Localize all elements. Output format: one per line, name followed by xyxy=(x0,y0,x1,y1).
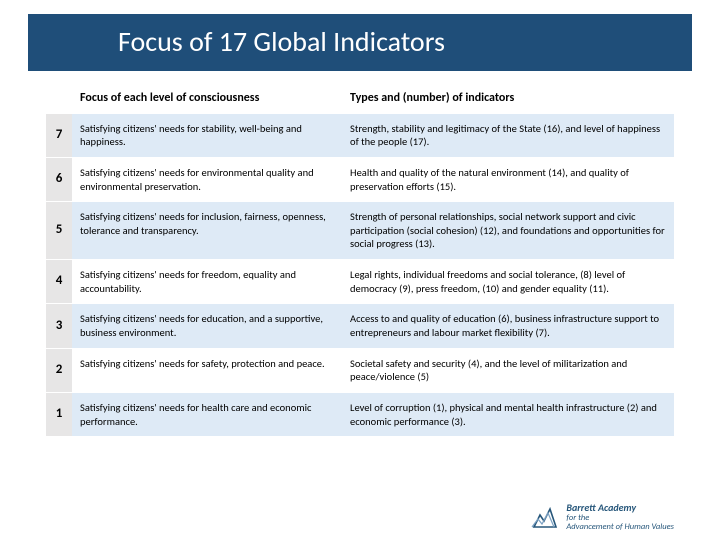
focus-cell: Satisfying citizens' needs for education… xyxy=(72,304,342,348)
table-row: 4 Satisfying citizens' needs for freedom… xyxy=(46,260,674,304)
footer-line2: Advancement of Human Values xyxy=(566,523,674,532)
page-title: Focus of 17 Global Indicators xyxy=(28,14,692,71)
table-row: 6 Satisfying citizens' needs for environ… xyxy=(46,157,674,201)
header-types: Types and (number) of indicators xyxy=(342,85,674,113)
table-container: Focus of each level of consciousness Typ… xyxy=(46,85,674,437)
focus-cell: Satisfying citizens' needs for environme… xyxy=(72,157,342,201)
table-row: 3 Satisfying citizens' needs for educati… xyxy=(46,304,674,348)
header-focus: Focus of each level of consciousness xyxy=(72,85,342,113)
types-cell: Access to and quality of education (6), … xyxy=(342,304,674,348)
level-number: 1 xyxy=(46,392,72,436)
focus-cell: Satisfying citizens' needs for freedom, … xyxy=(72,260,342,304)
types-cell: Legal rights, individual freedoms and so… xyxy=(342,260,674,304)
types-cell: Strength, stability and legitimacy of th… xyxy=(342,113,674,157)
focus-cell: Satisfying citizens' needs for inclusion… xyxy=(72,202,342,260)
types-cell: Level of corruption (1), physical and me… xyxy=(342,392,674,436)
header-blank xyxy=(46,85,72,113)
footer-text: Barrett Academy for the Advancement of H… xyxy=(566,503,674,532)
table-row: 5 Satisfying citizens' needs for inclusi… xyxy=(46,202,674,260)
focus-cell: Satisfying citizens' needs for stability… xyxy=(72,113,342,157)
level-number: 6 xyxy=(46,157,72,201)
footer-brand: Barrett Academy for the Advancement of H… xyxy=(530,503,674,532)
focus-cell: Satisfying citizens' needs for health ca… xyxy=(72,392,342,436)
table-row: 2 Satisfying citizens' needs for safety,… xyxy=(46,348,674,392)
focus-cell: Satisfying citizens' needs for safety, p… xyxy=(72,348,342,392)
level-number: 5 xyxy=(46,202,72,260)
logo-icon xyxy=(530,505,560,531)
types-cell: Societal safety and security (4), and th… xyxy=(342,348,674,392)
types-cell: Health and quality of the natural enviro… xyxy=(342,157,674,201)
level-number: 7 xyxy=(46,113,72,157)
table-row: 7 Satisfying citizens' needs for stabili… xyxy=(46,113,674,157)
level-number: 2 xyxy=(46,348,72,392)
table-row: 1 Satisfying citizens' needs for health … xyxy=(46,392,674,436)
types-cell: Strength of personal relationships, soci… xyxy=(342,202,674,260)
level-number: 3 xyxy=(46,304,72,348)
indicators-table: Focus of each level of consciousness Typ… xyxy=(46,85,674,437)
level-number: 4 xyxy=(46,260,72,304)
